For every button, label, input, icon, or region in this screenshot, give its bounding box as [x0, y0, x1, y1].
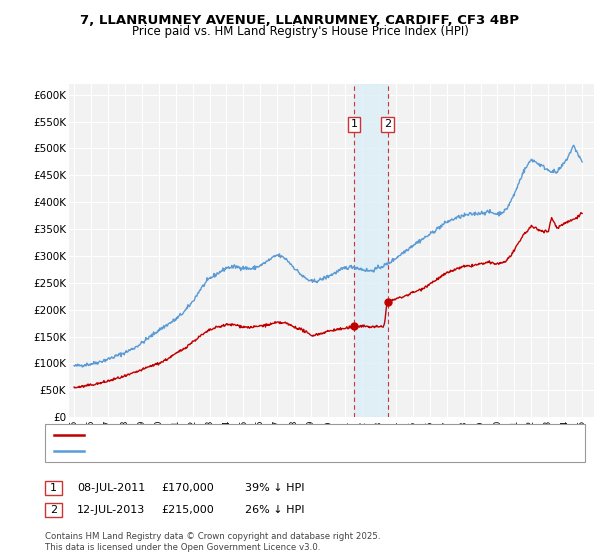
Text: 1: 1: [50, 483, 57, 493]
Text: 2: 2: [50, 505, 57, 515]
Text: £170,000: £170,000: [161, 483, 214, 493]
Text: 7, LLANRUMNEY AVENUE, LLANRUMNEY, CARDIFF, CF3 4BP (detached house): 7, LLANRUMNEY AVENUE, LLANRUMNEY, CARDIF…: [89, 430, 475, 440]
Text: 7, LLANRUMNEY AVENUE, LLANRUMNEY, CARDIFF, CF3 4BP: 7, LLANRUMNEY AVENUE, LLANRUMNEY, CARDIF…: [80, 14, 520, 27]
Text: Contains HM Land Registry data © Crown copyright and database right 2025.
This d: Contains HM Land Registry data © Crown c…: [45, 532, 380, 552]
Text: Price paid vs. HM Land Registry's House Price Index (HPI): Price paid vs. HM Land Registry's House …: [131, 25, 469, 38]
Text: 26% ↓ HPI: 26% ↓ HPI: [245, 505, 304, 515]
Text: 2: 2: [384, 119, 391, 129]
Text: 08-JUL-2011: 08-JUL-2011: [77, 483, 145, 493]
Text: 12-JUL-2013: 12-JUL-2013: [77, 505, 145, 515]
Text: 39% ↓ HPI: 39% ↓ HPI: [245, 483, 304, 493]
Text: 1: 1: [350, 119, 358, 129]
Bar: [354, 84, 388, 417]
Text: £215,000: £215,000: [161, 505, 214, 515]
Text: HPI: Average price, detached house, Cardiff: HPI: Average price, detached house, Card…: [89, 446, 307, 456]
